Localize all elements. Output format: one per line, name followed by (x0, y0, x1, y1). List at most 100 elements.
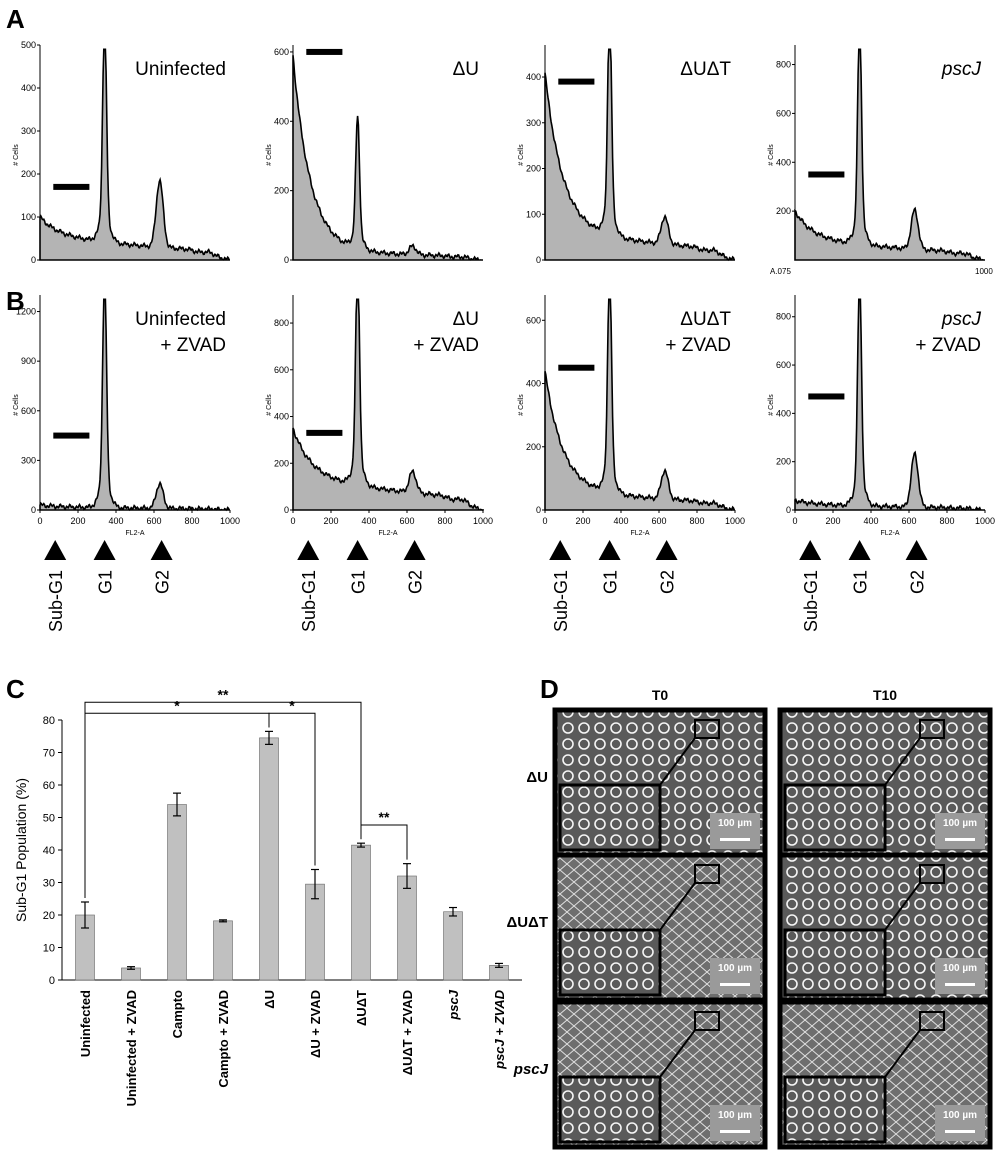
panel-label-c: C (6, 674, 25, 704)
histogram-b-3: 0 200 400 600 # Cells ΔUΔT + ZVAD 0 200 400 600 800… (518, 295, 745, 632)
y-tick-label: 0 (536, 255, 541, 265)
scale-bar: 100 µm (710, 958, 760, 994)
y-tick-label: 400 (274, 412, 289, 422)
phase-label: G2 (908, 570, 928, 594)
y-tick-label: 0 (31, 505, 36, 515)
histogram-area (292, 55, 483, 261)
histogram-a-2: 0 200 400 600 # Cells ΔU (266, 45, 483, 265)
y-tick-label: 30 (43, 878, 55, 890)
y-tick-label: 800 (274, 318, 289, 328)
y-tick-label: 300 (526, 118, 541, 128)
y-axis-label: # Cells (266, 144, 273, 166)
phase-label: G1 (851, 570, 871, 594)
histogram-area (39, 48, 230, 261)
phase-arrow (598, 540, 621, 560)
x-tick-label: 800 (437, 516, 452, 526)
inset-marker (919, 1011, 945, 1031)
scale-bar: 100 µm (710, 813, 760, 849)
category-label: ΔUΔT + ZVAD (400, 990, 415, 1075)
panel-label-d: D (540, 674, 559, 704)
category-label: pscJ (446, 989, 461, 1020)
y-tick-label: 400 (776, 157, 791, 167)
category-label: Campto + ZVAD (216, 990, 231, 1088)
y-tick-label: 200 (274, 186, 289, 196)
phase-label: G1 (601, 570, 621, 594)
phase-label: Sub-G1 (299, 570, 319, 632)
y-tick-label: 600 (274, 47, 289, 57)
histogram-title: ΔU (453, 309, 479, 330)
y-tick-label: 600 (776, 108, 791, 118)
phase-label: Sub-G1 (551, 570, 571, 632)
phase-arrow (150, 540, 173, 560)
x-tick-label: 1000 (473, 516, 493, 526)
y-tick-label: 600 (21, 406, 36, 416)
y-tick-label: 40 (43, 845, 55, 857)
y-tick-label: 0 (49, 975, 55, 987)
phase-arrow (905, 540, 928, 560)
phase-arrow (44, 540, 67, 560)
phase-label: Sub-G1 (46, 570, 66, 632)
category-label: ΔUΔT (354, 990, 369, 1026)
x-tick-label: 600 (901, 516, 916, 526)
y-tick-label: 70 (43, 748, 55, 760)
x-tick-label: 200 (575, 516, 590, 526)
sub-g1-gate-bar (558, 78, 595, 85)
y-tick-label: 0 (536, 505, 541, 515)
y-tick-label: 400 (274, 116, 289, 126)
micrograph-image: 100 µm (777, 852, 993, 1003)
histogram-area (292, 298, 484, 511)
phase-arrow (799, 540, 822, 560)
category-label: ΔU + ZVAD (308, 990, 323, 1058)
bar (167, 804, 187, 981)
x-tick-label: 0 (290, 516, 295, 526)
phase-arrow (655, 540, 678, 560)
histogram-title: ΔUΔT (680, 309, 731, 330)
x-tick-label: 400 (613, 516, 628, 526)
y-tick-label: 600 (274, 365, 289, 375)
histogram-title: + ZVAD (413, 335, 479, 356)
bar (443, 911, 463, 981)
inset-marker (694, 1011, 720, 1031)
x-tick-label: 1000 (725, 516, 745, 526)
histogram-a-3: 0 100 200 300 400 # Cells ΔUΔT (518, 45, 735, 265)
significance-label: * (174, 697, 180, 713)
x-axis-label: FL2-A (880, 530, 899, 537)
y-tick-label: 200 (21, 169, 36, 179)
inset-zoom (558, 1075, 662, 1144)
x-tick-label: 800 (939, 516, 954, 526)
y-tick-label: 300 (21, 455, 36, 465)
x-tick-label: 200 (825, 516, 840, 526)
category-label: Campto (170, 990, 185, 1038)
histogram-area (39, 298, 230, 512)
sub-g1-gate-bar (808, 393, 845, 400)
time-label: T10 (873, 687, 897, 703)
scale-bar: 100 µm (710, 1105, 760, 1141)
significance-label: * (289, 697, 295, 713)
y-tick-label: 0 (31, 255, 36, 265)
panel-label-a: A (6, 4, 25, 34)
phase-arrow (346, 540, 369, 560)
significance-label: ** (379, 809, 390, 825)
y-tick-label: 400 (776, 408, 791, 418)
bar (397, 875, 417, 981)
inset-zoom (783, 928, 887, 997)
histogram-title: ΔU (453, 59, 479, 80)
y-tick-label: 600 (776, 360, 791, 370)
histogram-b-2: 0 200 400 600 800 # Cells ΔU + ZVAD 0 200 400 600 80… (266, 295, 493, 632)
x-tick-label: 200 (70, 516, 85, 526)
inset-zoom (783, 1075, 887, 1144)
scale-bar: 100 µm (935, 1105, 985, 1141)
inset-marker (694, 719, 720, 739)
x-tick-label: 1000 (220, 516, 240, 526)
y-tick-label: 300 (21, 126, 36, 136)
y-axis-label: # Cells (266, 394, 273, 416)
histogram-title: Uninfected (135, 309, 226, 330)
phase-label: Sub-G1 (801, 570, 821, 632)
y-axis-label: # Cells (768, 144, 775, 166)
phase-label: G1 (96, 570, 116, 594)
category-label: pscJ + ZVAD (492, 989, 507, 1069)
histogram-title: Uninfected (135, 59, 226, 80)
category-label: ΔU (262, 990, 277, 1009)
sub-g1-bar-chart: 0 10 20 30 40 50 60 70 80 Sub-G1 Population (%) Un… (13, 686, 522, 1106)
x-axis-label: FL2-A (378, 530, 397, 537)
